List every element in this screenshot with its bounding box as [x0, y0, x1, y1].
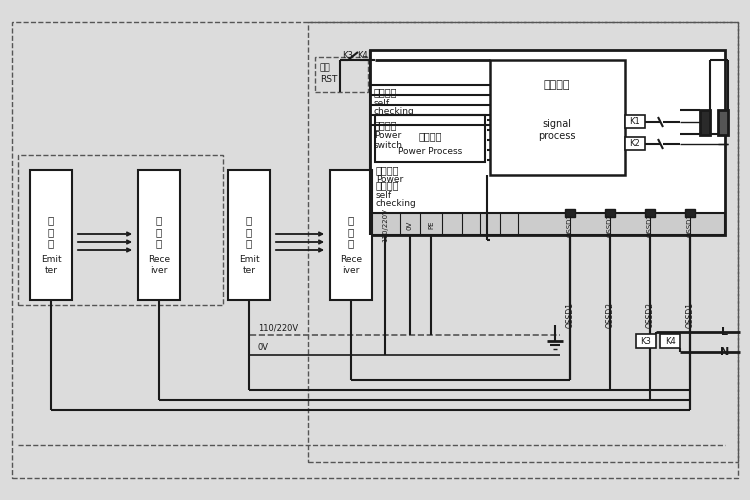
Text: K3: K3 [640, 336, 652, 345]
Bar [645, 209, 655, 217]
Text: Power Process: Power Process [398, 146, 462, 156]
Bar [308, 22, 738, 462]
Bar [30, 170, 72, 300]
Bar [228, 170, 270, 300]
Bar [700, 110, 710, 135]
Text: K3: K3 [343, 50, 353, 59]
Text: Rece
iver: Rece iver [340, 256, 362, 274]
Text: OSSD1: OSSD1 [687, 213, 693, 237]
Text: 发
光
器: 发 光 器 [48, 216, 54, 248]
Text: K4: K4 [358, 50, 368, 59]
Text: Power: Power [374, 132, 401, 140]
Bar [330, 170, 372, 300]
Text: 受
光
器: 受 光 器 [156, 216, 162, 248]
Text: 信号处理: 信号处理 [544, 80, 570, 90]
Text: 0V: 0V [407, 220, 413, 230]
Text: 0V: 0V [258, 344, 269, 352]
Bar [490, 60, 625, 175]
Text: OSSD2: OSSD2 [605, 302, 614, 328]
Text: 电源开关: 电源开关 [374, 120, 398, 130]
Text: N: N [720, 347, 730, 357]
Bar [138, 170, 180, 300]
Bar [625, 137, 645, 150]
Text: signal
process: signal process [538, 119, 576, 141]
Text: K2: K2 [630, 140, 640, 148]
Text: 受
光
器: 受 光 器 [348, 216, 354, 248]
Text: 自检开关: 自检开关 [376, 180, 400, 190]
Text: 复位: 复位 [320, 64, 331, 72]
Bar [660, 334, 680, 348]
Text: Rece
iver: Rece iver [148, 256, 170, 274]
Text: Emit
ter: Emit ter [238, 256, 260, 274]
Bar [625, 115, 645, 128]
Bar [18, 155, 223, 305]
Text: 110/220V: 110/220V [258, 324, 298, 332]
Bar [315, 57, 368, 92]
Text: 电源处理: 电源处理 [419, 131, 442, 141]
Text: OSSD1: OSSD1 [686, 302, 694, 328]
Text: checking: checking [376, 200, 417, 208]
Bar [685, 209, 695, 217]
Text: self: self [376, 190, 392, 200]
Text: K1: K1 [630, 118, 640, 126]
Bar [565, 209, 575, 217]
Text: 电源开关: 电源开关 [376, 165, 400, 175]
Bar [375, 115, 485, 162]
Text: 自检开关: 自检开关 [374, 87, 398, 97]
Text: PE: PE [428, 221, 434, 229]
Text: RST: RST [320, 76, 338, 84]
Bar [605, 209, 615, 217]
Text: Power: Power [376, 176, 404, 184]
Text: OSSD1: OSSD1 [566, 302, 574, 328]
Text: L: L [722, 327, 728, 337]
Text: OSSD2: OSSD2 [646, 302, 655, 328]
Text: Emit
ter: Emit ter [40, 256, 62, 274]
Text: OSSD1: OSSD1 [567, 213, 573, 237]
Text: K4: K4 [664, 336, 675, 345]
Text: 发
光
器: 发 光 器 [246, 216, 252, 248]
Text: OSSD2: OSSD2 [607, 213, 613, 237]
Bar [370, 213, 725, 235]
Bar [718, 110, 728, 135]
Text: OSSD2: OSSD2 [647, 213, 653, 237]
Text: 110/220V: 110/220V [382, 208, 388, 242]
Text: switch: switch [374, 140, 403, 149]
Bar [370, 50, 725, 235]
Bar [636, 334, 656, 348]
Text: self: self [374, 98, 390, 108]
Text: checking: checking [374, 108, 415, 116]
